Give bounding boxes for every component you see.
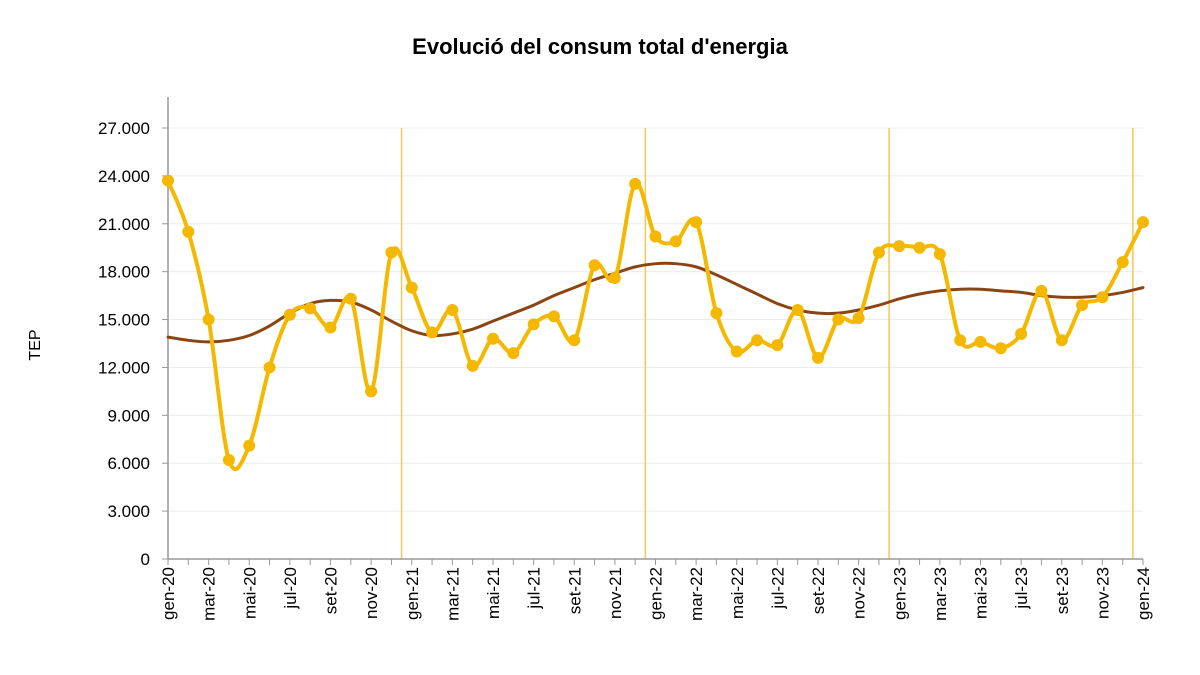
x-tick-label: jul-21 bbox=[525, 567, 544, 610]
data-point bbox=[202, 313, 215, 326]
data-point bbox=[933, 248, 946, 261]
data-point bbox=[1137, 216, 1149, 229]
x-tick-label: mar-21 bbox=[443, 567, 462, 621]
x-tick-label: mar-23 bbox=[931, 567, 950, 621]
data-point bbox=[568, 334, 581, 347]
data-point bbox=[1116, 256, 1129, 269]
x-tick-label: nov-22 bbox=[850, 567, 869, 619]
data-point bbox=[385, 246, 398, 259]
y-tick-label: 21.000 bbox=[98, 215, 150, 234]
y-tick-label: 18.000 bbox=[98, 263, 150, 282]
x-tick-label: set-20 bbox=[322, 567, 341, 614]
trend-series-line bbox=[166, 261, 1145, 344]
data-point bbox=[446, 303, 459, 316]
x-tick-label: gen-23 bbox=[890, 567, 909, 620]
x-tick-label: mar-20 bbox=[200, 567, 219, 621]
data-point bbox=[405, 281, 418, 294]
data-point bbox=[1055, 334, 1068, 347]
data-point bbox=[690, 216, 703, 229]
data-point bbox=[812, 351, 824, 364]
data-point bbox=[893, 240, 906, 253]
x-tick-label: mai-21 bbox=[484, 567, 503, 619]
y-tick-label: 24.000 bbox=[98, 167, 150, 186]
y-tick-labels: 0 3.000 6.000 9.000 12.000 15.000 18.000 21.000… bbox=[98, 119, 150, 569]
data-point bbox=[1096, 291, 1109, 304]
data-point bbox=[162, 174, 174, 187]
data-point bbox=[426, 326, 439, 339]
axes bbox=[167, 97, 1143, 560]
data-point bbox=[466, 359, 479, 372]
data-point bbox=[913, 241, 926, 254]
data-point bbox=[1076, 299, 1089, 312]
x-tick-label: set-23 bbox=[1053, 567, 1072, 614]
data-point bbox=[771, 339, 784, 352]
x-tick-label: jul-23 bbox=[1012, 567, 1031, 610]
x-tick-label: gen-24 bbox=[1134, 567, 1153, 620]
data-point bbox=[608, 272, 621, 285]
x-tick-label: gen-22 bbox=[647, 567, 666, 620]
x-tick-label: mai-20 bbox=[240, 567, 259, 619]
y-tick-label: 9.000 bbox=[107, 406, 150, 425]
x-tick-label: nov-23 bbox=[1093, 567, 1112, 619]
data-point bbox=[283, 308, 296, 321]
data-point bbox=[974, 335, 987, 348]
x-tick-label: set-21 bbox=[565, 567, 584, 614]
x-tick-label: mar-22 bbox=[687, 567, 706, 621]
data-point bbox=[649, 230, 662, 243]
y-tick-label: 12.000 bbox=[98, 358, 150, 377]
y-tick-label: 15.000 bbox=[98, 311, 150, 330]
data-point bbox=[588, 259, 601, 272]
data-point bbox=[344, 292, 357, 305]
x-tick-label: jul-22 bbox=[768, 567, 787, 610]
x-tick-label: gen-20 bbox=[159, 567, 178, 620]
data-point bbox=[304, 302, 317, 315]
data-point bbox=[222, 454, 235, 467]
data-point bbox=[872, 246, 885, 259]
x-tick-label: nov-21 bbox=[606, 567, 625, 619]
data-point bbox=[1035, 284, 1048, 297]
data-point bbox=[324, 321, 337, 334]
data-point bbox=[182, 225, 195, 238]
x-tick-label: mai-22 bbox=[728, 567, 747, 619]
data-point bbox=[629, 177, 642, 190]
gridlines bbox=[162, 127, 1143, 560]
data-point bbox=[527, 318, 540, 331]
data-point bbox=[1015, 327, 1028, 340]
data-point bbox=[507, 347, 520, 360]
data-point bbox=[730, 345, 743, 358]
x-tick-label: jul-20 bbox=[281, 567, 300, 610]
data-point bbox=[832, 313, 845, 326]
y-axis-label: TEP bbox=[27, 329, 44, 360]
data-point bbox=[852, 311, 865, 324]
y-tick-label: 6.000 bbox=[107, 454, 150, 473]
chart-title: Evolució del consum total d'energia bbox=[412, 34, 788, 59]
data-point bbox=[710, 307, 723, 320]
data-point bbox=[487, 332, 499, 345]
data-point bbox=[263, 361, 276, 374]
x-tick-labels: gen-20 mar-20 mai-20 jul-20 set-20 nov-20 gen-… bbox=[159, 559, 1153, 621]
data-point bbox=[791, 303, 804, 316]
data-point bbox=[243, 439, 256, 452]
data-point bbox=[669, 235, 682, 248]
y-tick-label: 3.000 bbox=[107, 502, 150, 521]
x-tick-label: mai-23 bbox=[972, 567, 991, 619]
data-point bbox=[547, 310, 560, 323]
data-point bbox=[954, 334, 967, 347]
data-point bbox=[994, 342, 1007, 355]
x-tick-label: nov-20 bbox=[362, 567, 381, 619]
y-tick-label: 27.000 bbox=[98, 119, 150, 138]
data-point bbox=[751, 334, 764, 347]
series bbox=[162, 174, 1149, 471]
x-tick-label: gen-21 bbox=[403, 567, 422, 620]
data-point bbox=[365, 385, 378, 398]
x-tick-label: set-22 bbox=[809, 567, 828, 614]
y-tick-label: 0 bbox=[141, 550, 150, 569]
